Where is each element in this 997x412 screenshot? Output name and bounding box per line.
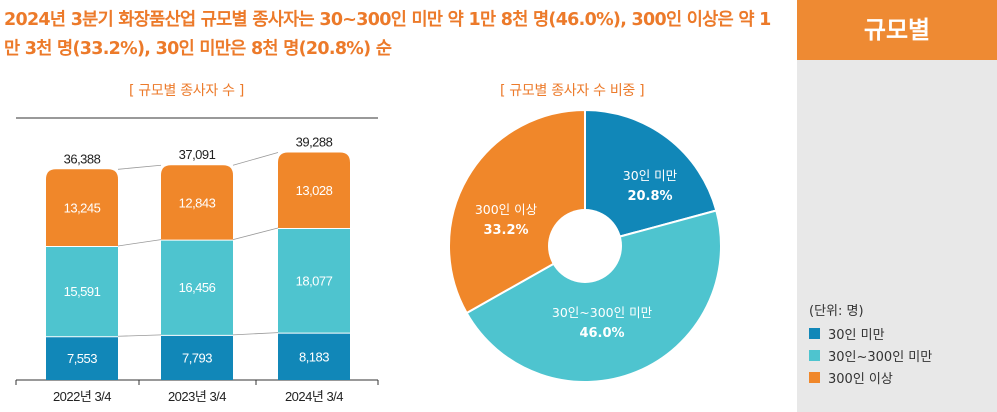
bar-value-label: 13,245 xyxy=(64,201,101,216)
legend-item-large: 300인 이상 xyxy=(809,366,932,388)
bar-segment xyxy=(278,152,350,228)
donut-hole xyxy=(548,209,622,283)
x-tick-label: 2023년 3/4 xyxy=(168,389,226,404)
headline: 2024년 3분기 화장품산업 규모별 종사자는 30~300인 미만 약 1만… xyxy=(4,10,771,59)
bar-connector-line xyxy=(117,239,162,247)
unit-label: (단위: 명) xyxy=(809,304,864,319)
pie-slice xyxy=(448,108,586,315)
bar-total-label: 39,288 xyxy=(296,135,333,150)
bar-value-label: 7,793 xyxy=(182,350,212,365)
bar-total-label: 37,091 xyxy=(179,147,216,162)
bar-value-label: 18,077 xyxy=(296,273,333,288)
legend-swatch-large xyxy=(809,371,820,383)
bar-connector-line xyxy=(117,334,162,337)
bar-segment xyxy=(46,336,118,380)
bar-total-label: 36,388 xyxy=(64,151,101,166)
legend-label-large: 300인 이상 xyxy=(828,371,893,387)
bar-connector-line xyxy=(232,332,279,336)
bar-connector-line xyxy=(232,152,279,166)
bar-segment xyxy=(278,332,350,380)
legend-item-mid: 30인~300인 미만 xyxy=(809,344,932,366)
bar-connector-line xyxy=(232,227,279,240)
pie-value-label: 20.8% xyxy=(627,189,672,204)
legend-swatch-mid xyxy=(809,349,820,361)
bar-connector-line xyxy=(117,164,162,170)
pie-slice xyxy=(584,108,718,248)
bar-value-label: 15,591 xyxy=(64,284,101,299)
bar-value-label: 16,456 xyxy=(179,280,216,295)
legend: 30인 미만 30인~300인 미만 300인 이상 xyxy=(809,322,932,388)
sidebar-title: 규모별 xyxy=(797,0,997,60)
bar-value-label: 13,028 xyxy=(296,183,333,198)
x-tick-label: 2024년 3/4 xyxy=(285,389,343,404)
pie-chart-title: [ 규모별 종사자 수 비중 ] xyxy=(500,83,645,99)
legend-label-small: 30인 미만 xyxy=(828,327,885,343)
x-tick-label: 2022년 3/4 xyxy=(53,389,111,404)
pie-slice-label: 300인 이상 xyxy=(475,202,538,217)
pie-value-label: 46.0% xyxy=(579,326,624,341)
legend-label-mid: 30인~300인 미만 xyxy=(828,349,933,365)
bar-segment xyxy=(46,245,118,337)
bar-segment xyxy=(161,165,233,240)
legend-swatch-small xyxy=(809,327,820,339)
bar-segment xyxy=(278,227,350,333)
bar-segment xyxy=(161,239,233,335)
sidebar: 규모별 (단위: 명) 30인 미만 30인~300인 미만 300인 이상 xyxy=(797,0,997,412)
bar-segment xyxy=(46,169,118,246)
bar-segment xyxy=(161,334,233,380)
pie-slice xyxy=(465,209,722,383)
pie-slice-label: 30인 미만 xyxy=(623,168,678,183)
pie-value-label: 33.2% xyxy=(483,223,528,238)
chart-canvas: 7,553 15,591 13,245 36,388 2022년 3/4 7,793 16,… xyxy=(15,108,722,404)
pie-slice-label: 30인~300인 미만 xyxy=(552,305,653,320)
bar-value-label: 7,553 xyxy=(67,351,97,366)
bar-value-label: 12,843 xyxy=(179,195,216,210)
bar-value-label: 8,183 xyxy=(299,349,329,364)
bar-chart-title: [ 규모별 종사자 수 ] xyxy=(129,83,244,99)
legend-item-small: 30인 미만 xyxy=(809,322,932,344)
